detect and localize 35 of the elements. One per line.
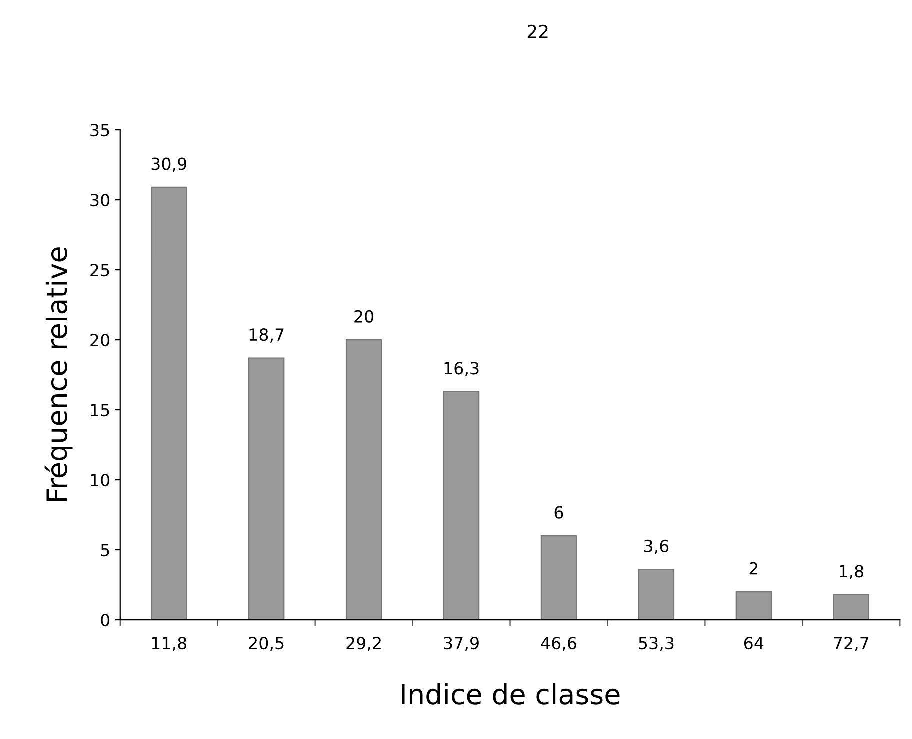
x-tick-label: 53,3	[639, 636, 674, 652]
y-tick-label: 30	[90, 194, 110, 207]
x-tick-label: 11,8	[152, 636, 187, 652]
x-tick-label: 37,9	[444, 636, 479, 652]
y-tick-label: 0	[101, 614, 110, 627]
bar	[248, 358, 285, 620]
y-axis-title: Fréquence relative	[44, 248, 73, 502]
data-label: 16,3	[444, 362, 479, 376]
x-tick-label: 29,2	[346, 636, 381, 652]
bar	[736, 591, 772, 620]
x-tick-label: 72,7	[834, 636, 869, 652]
data-label: 1,8	[840, 565, 864, 580]
y-tick-label: 25	[90, 264, 110, 277]
bar	[443, 391, 480, 620]
y-tick-label: 15	[91, 404, 110, 417]
bar	[151, 186, 188, 620]
x-axis-title: Indice de classe	[402, 683, 620, 705]
data-label: 6	[554, 506, 564, 519]
data-label: 3,6	[644, 540, 669, 554]
x-tick-label: 20,5	[249, 636, 284, 652]
bar	[346, 339, 382, 620]
bar	[540, 535, 578, 620]
x-tick-label: 64	[744, 636, 764, 650]
y-tick-label: 5	[101, 544, 110, 557]
data-label: 18,7	[250, 328, 284, 343]
data-label: 2	[750, 562, 758, 575]
bar	[833, 594, 870, 620]
data-label: 30,9	[152, 158, 186, 172]
text: 22	[528, 24, 548, 38]
x-tick-label: 46,6	[541, 636, 577, 652]
y-tick-label: 20	[90, 334, 110, 347]
y-tick-label: 35	[90, 124, 110, 137]
data-label: 20	[354, 310, 374, 323]
bar	[638, 569, 675, 620]
y-tick-label: 10	[91, 474, 110, 487]
